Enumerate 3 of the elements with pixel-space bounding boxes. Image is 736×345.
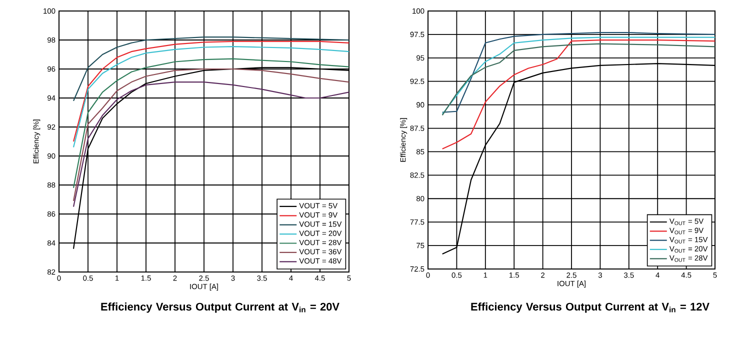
text: Efficiency Versus Output Current at V$_{in}$ = 12V xyxy=(471,302,710,313)
line-series xyxy=(442,40,716,150)
text: Efficiency Versus Output Current at V$_{in}$ = 20V xyxy=(101,302,340,313)
